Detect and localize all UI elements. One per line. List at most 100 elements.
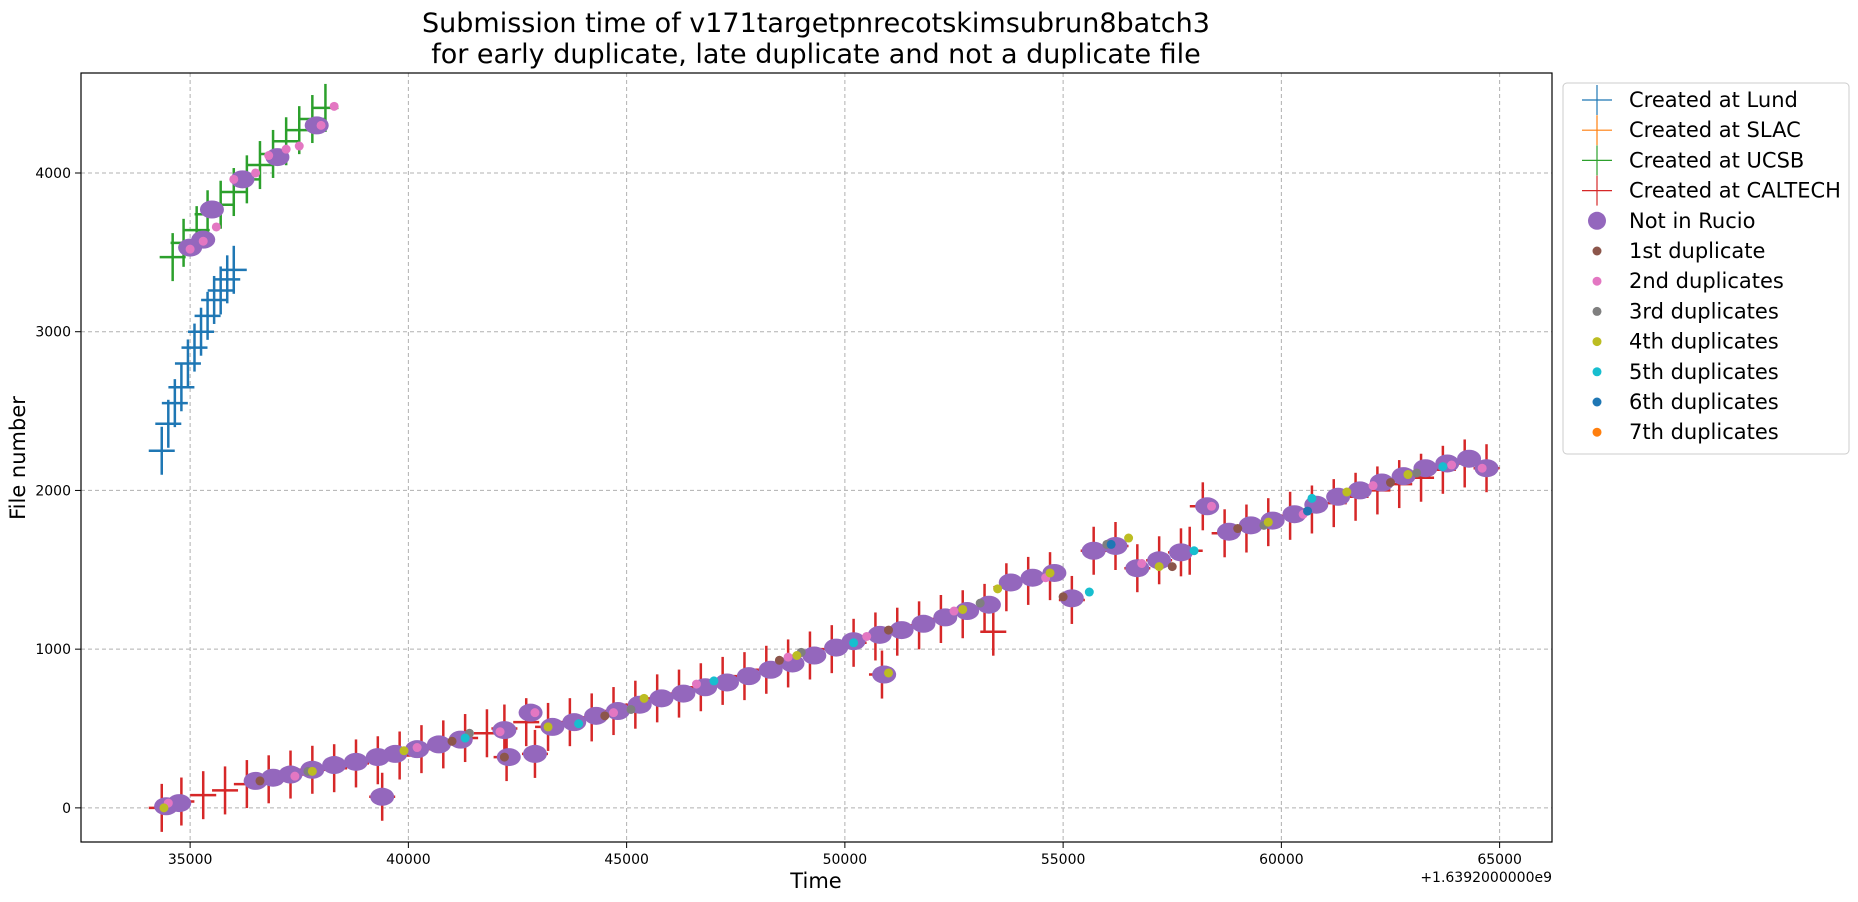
data-point-4th-duplicates — [958, 604, 968, 614]
data-point-5th-duplicates — [1307, 493, 1317, 503]
data-point-2nd-duplicates — [1447, 460, 1457, 470]
legend-items: Created at Lund Created at SLAC Created at… — [1582, 85, 1841, 444]
data-point-2nd-duplicates — [412, 743, 422, 753]
y-tick-label: 3000 — [35, 325, 71, 341]
legend-dot — [1592, 337, 1602, 347]
x-tick-label: 35000 — [168, 852, 213, 868]
data-point-created-at-lund — [155, 399, 182, 448]
data-point-1st-duplicate — [499, 752, 509, 762]
legend-item-created-at-lund: Created at Lund — [1582, 85, 1798, 115]
data-point-4th-duplicates — [307, 766, 317, 776]
legend-item-created-at-caltech: Created at CALTECH — [1582, 175, 1841, 206]
data-point-4th-duplicates — [1045, 568, 1055, 578]
data-point-2nd-duplicates — [264, 151, 274, 161]
legend-label: 3rd duplicates — [1629, 299, 1779, 323]
legend-item-2nd-duplicates: 2nd duplicates — [1592, 269, 1784, 293]
legend-item-created-at-slac: Created at SLAC — [1582, 115, 1801, 146]
data-point-not-in-rucio — [911, 614, 936, 633]
data-point-not-in-rucio — [167, 794, 192, 813]
data-point-4th-duplicates — [399, 746, 409, 756]
series-2nd-duplicates — [163, 101, 1487, 808]
data-point-created-at-lund — [207, 266, 234, 315]
series-not-in-rucio — [154, 116, 1499, 816]
data-point-1st-duplicate — [774, 655, 784, 665]
legend-label: Created at UCSB — [1629, 148, 1804, 172]
x-tick-label: 50000 — [823, 852, 868, 868]
data-point-5th-duplicates — [1084, 587, 1094, 597]
data-point-2nd-duplicates — [1137, 558, 1147, 568]
data-point-4th-duplicates — [543, 722, 553, 732]
data-point-2nd-duplicates — [329, 101, 339, 111]
legend-label: 1st duplicate — [1629, 239, 1765, 263]
legend-label: Created at Lund — [1629, 88, 1798, 112]
data-point-4th-duplicates — [639, 693, 649, 703]
data-point-1st-duplicate — [1233, 524, 1243, 534]
y-axis-label: File number — [6, 396, 30, 520]
x-tick-label: 45000 — [604, 852, 649, 868]
x-axis-label: Time — [789, 869, 841, 893]
data-point-5th-duplicates — [709, 676, 719, 686]
chart-title: Submission time of v171targetpnrecotskim… — [422, 8, 1210, 39]
data-point-1st-duplicate — [600, 711, 610, 721]
legend-dot — [1592, 246, 1602, 256]
data-point-not-in-rucio — [671, 684, 696, 703]
data-point-2nd-duplicates — [949, 606, 959, 616]
legend: Created at Lund Created at SLAC Created at… — [1562, 82, 1850, 455]
x-tick-label: 40000 — [386, 852, 431, 868]
data-point-not-in-rucio — [736, 667, 761, 686]
legend-item-3rd-duplicates: 3rd duplicates — [1592, 299, 1779, 323]
data-point-not-in-rucio — [1347, 481, 1372, 500]
x-tick-label: 60000 — [1259, 852, 1304, 868]
legend-item-5th-duplicates: 5th duplicates — [1592, 360, 1779, 384]
data-point-4th-duplicates — [993, 584, 1003, 594]
data-point-2nd-duplicates — [229, 174, 239, 184]
data-point-not-in-rucio — [370, 787, 395, 806]
legend-label: Created at SLAC — [1629, 118, 1801, 142]
data-point-not-in-rucio — [649, 689, 674, 708]
x-tick-label: 65000 — [1477, 852, 1522, 868]
legend-label: 4th duplicates — [1629, 330, 1779, 354]
data-point-not-in-rucio — [715, 673, 740, 692]
data-point-not-in-rucio — [1168, 543, 1193, 562]
data-point-1st-duplicate — [884, 625, 894, 635]
legend-item-4th-duplicates: 4th duplicates — [1592, 330, 1779, 354]
series-layer — [148, 83, 1500, 832]
data-point-2nd-duplicates — [862, 631, 872, 641]
data-point-2nd-duplicates — [783, 652, 793, 662]
legend-label: 5th duplicates — [1629, 360, 1779, 384]
data-point-6th-duplicates — [1303, 506, 1313, 516]
data-point-created-at-caltech — [980, 607, 1007, 656]
y-tick-label: 0 — [62, 801, 71, 817]
y-tick-label: 2000 — [35, 483, 71, 499]
data-point-4th-duplicates — [1154, 562, 1164, 572]
data-point-2nd-duplicates — [290, 771, 300, 781]
data-point-not-in-rucio — [998, 573, 1023, 592]
legend-label: Not in Rucio — [1629, 209, 1755, 233]
data-point-created-at-ucsb — [246, 141, 273, 190]
chart-subtitle: for early duplicate, late duplicate and … — [431, 39, 1201, 70]
legend-dot — [1592, 276, 1602, 286]
data-point-1st-duplicate — [1385, 477, 1395, 487]
data-point-2nd-duplicates — [530, 708, 540, 718]
data-point-4th-duplicates — [159, 803, 169, 813]
series-4th-duplicates — [159, 470, 1413, 813]
data-point-not-in-rucio — [1282, 505, 1307, 524]
data-point-4th-duplicates — [1124, 533, 1134, 543]
legend-item-created-at-ucsb: Created at UCSB — [1582, 145, 1804, 176]
data-point-5th-duplicates — [1438, 462, 1448, 472]
series-1st-duplicate — [255, 477, 1395, 786]
data-point-not-in-rucio — [758, 660, 783, 679]
data-point-5th-duplicates — [1189, 546, 1199, 556]
series-created-at-lund — [148, 245, 247, 475]
legend-dot — [1592, 367, 1602, 377]
data-point-5th-duplicates — [460, 733, 470, 743]
legend-label: 6th duplicates — [1629, 390, 1779, 414]
data-point-not-in-rucio — [1081, 541, 1106, 560]
data-point-created-at-caltech — [190, 771, 217, 820]
data-point-created-at-caltech — [212, 766, 239, 815]
data-point-1st-duplicate — [447, 736, 457, 746]
data-point-created-at-ucsb — [159, 233, 186, 282]
legend-circle — [1588, 211, 1606, 230]
data-point-2nd-duplicates — [609, 708, 619, 718]
